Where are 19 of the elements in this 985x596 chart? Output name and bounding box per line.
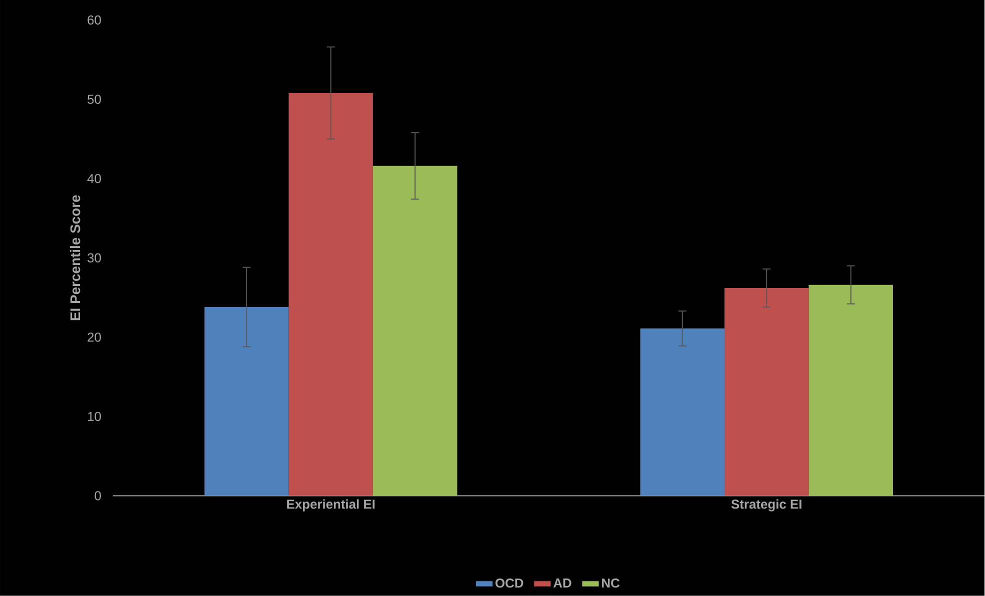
- y-tick-label: 40: [87, 174, 101, 184]
- bar: [808, 284, 893, 496]
- x-tick-label: Experiential EI: [287, 499, 375, 512]
- legend-label: NC: [602, 578, 620, 588]
- x-tick-label: Strategic EI: [731, 499, 802, 512]
- bar: [288, 93, 373, 496]
- bar: [204, 307, 289, 496]
- y-tick-label: 30: [88, 253, 101, 263]
- y-tick-label: 50: [88, 94, 101, 104]
- y-tick-label: 60: [88, 16, 101, 25]
- bar: [372, 166, 458, 496]
- bar: [640, 328, 724, 496]
- legend-label: OCD: [496, 578, 524, 588]
- bar: [724, 288, 809, 496]
- y-tick-label: 0: [94, 491, 101, 500]
- y-tick-label: 10: [88, 412, 101, 422]
- y-tick-label: 20: [88, 332, 101, 342]
- y-axis-title: EI Percentile Score: [70, 195, 80, 320]
- legend-label: AD: [553, 578, 572, 588]
